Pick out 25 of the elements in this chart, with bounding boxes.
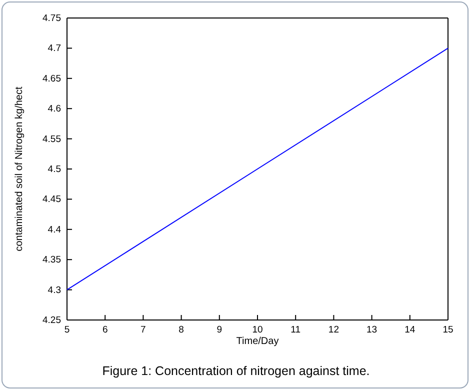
y-tick-label: 4.75 — [42, 13, 61, 24]
y-tick-label: 4.35 — [42, 254, 61, 266]
y-tick-label: 4.65 — [42, 73, 61, 84]
caption: Figure 1: Concentration of nitrogen against time. — [102, 364, 370, 378]
x-tick-label: 11 — [290, 324, 301, 336]
y-tick-label: 4.5 — [48, 164, 61, 176]
x-axis-title: Time/Day — [236, 336, 279, 347]
y-tick-label: 4.55 — [42, 134, 61, 145]
y-tick-label: 4.7 — [48, 43, 61, 54]
x-tick-label: 5 — [64, 324, 70, 336]
x-tick-label: 6 — [102, 324, 108, 336]
x-tick-label: 9 — [216, 324, 222, 336]
x-tick-label: 13 — [366, 324, 378, 336]
x-tick-label: 10 — [252, 324, 263, 336]
y-axis-title: contaminated soil of Nitrogen kg/hect — [14, 86, 25, 252]
x-tick-label: 15 — [442, 324, 454, 336]
y-tick-label: 4.3 — [48, 284, 61, 296]
y-tick-label: 4.4 — [48, 224, 61, 236]
x-tick-label: 14 — [404, 324, 416, 336]
x-tick-label: 12 — [328, 324, 339, 336]
x-tick-label: 8 — [178, 324, 184, 336]
y-tick-label: 4.25 — [42, 315, 61, 326]
x-tick-label: 7 — [140, 324, 146, 336]
y-tick-label: 4.6 — [48, 104, 61, 115]
y-tick-label: 4.45 — [42, 194, 61, 206]
